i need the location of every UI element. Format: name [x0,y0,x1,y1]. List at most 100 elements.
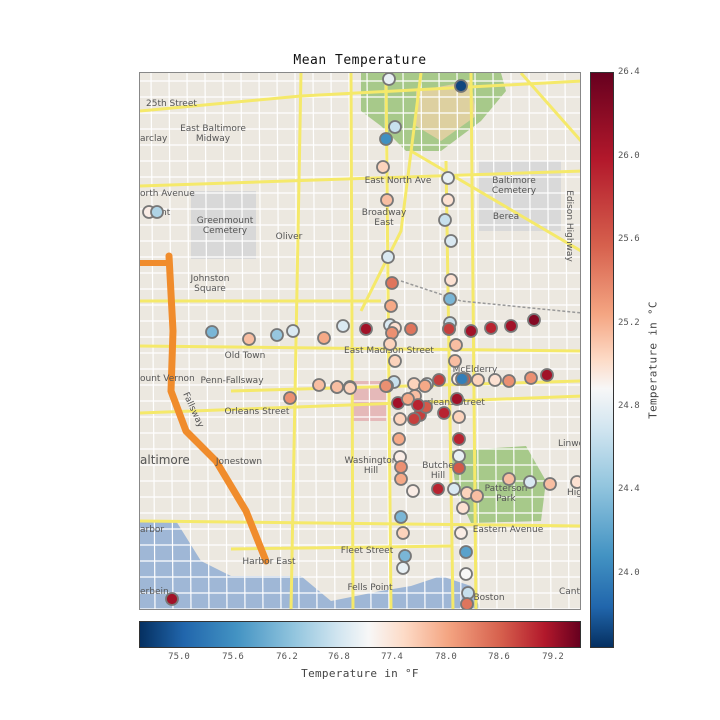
minor-street [474,73,480,609]
minor-street [546,73,552,609]
temperature-station-marker [359,322,373,336]
temperature-station-marker [444,273,458,287]
temperature-station-marker [418,379,432,393]
map-place-label: Penn-Fallsway [200,376,264,386]
temperature-station-marker [379,379,393,393]
fahrenheit-tick-label: 76.8 [328,652,350,662]
fahrenheit-tick-label: 75.0 [168,652,190,662]
minor-street [492,73,498,609]
celsius-colorbar [590,72,614,648]
map-place-label: Berea [493,212,519,222]
temperature-station-marker [407,412,421,426]
temperature-station-marker [449,338,463,352]
temperature-station-marker [392,432,406,446]
celsius-tick-label: 24.8 [618,401,640,411]
celsius-colorbar-label: Temperature in °C [646,301,660,419]
temperature-station-marker [393,412,407,426]
fahrenheit-tick-label: 78.0 [435,652,457,662]
temperature-station-marker [406,484,420,498]
map-place-label: Fleet Street [341,546,394,556]
map-place-label: arbor [140,525,164,535]
temperature-station-marker [379,132,393,146]
map-place-label: Washington Hill [345,456,398,476]
baltimore-cemetery-area [479,161,561,231]
celsius-tick-label: 25.6 [618,234,640,244]
temperature-station-marker [437,406,451,420]
map-place-label: Linwo [558,439,581,449]
temperature-station-marker [438,213,452,227]
temperature-station-marker [470,489,484,503]
map-place-label: Hig [567,488,581,498]
map-place-label: arclay [140,134,168,144]
temperature-station-marker [398,549,412,563]
minor-street [438,73,444,609]
map-place-label: East North Ave [365,176,432,186]
map-place-label: erbein [140,587,169,597]
temperature-station-marker [454,79,468,93]
temperature-station-marker [381,250,395,264]
minor-street [312,73,318,609]
temperature-station-marker [454,526,468,540]
major-road [359,73,423,312]
major-road [230,544,452,551]
temperature-station-marker [394,472,408,486]
map-place-label: Johnston Square [190,274,230,294]
temperature-station-marker [488,373,502,387]
map-place-label: Broadway East [362,208,407,228]
temperature-station-marker [456,501,470,515]
map-panel[interactable]: 25th Street arclay East Baltimore Midway ort… [139,72,581,610]
temperature-station-marker [447,482,461,496]
minor-street [420,73,426,609]
major-road [349,73,355,609]
major-road [519,73,580,142]
celsius-tick-label: 24.0 [618,568,640,578]
map-svg: 25th Street arclay East Baltimore Midway ort… [140,73,581,609]
map-place-label: Boston [473,593,504,603]
map-place-label: Eastern Avenue [473,525,544,535]
temperature-station-marker [484,321,498,335]
temperature-station-marker [385,276,399,290]
temperature-station-marker [570,475,580,489]
map-place-label: altimore [140,453,190,467]
temperature-station-marker [502,472,516,486]
temperature-station-marker [330,380,344,394]
temperature-station-marker [444,234,458,248]
temperature-station-marker [523,475,537,489]
temperature-station-marker [165,592,179,606]
temperature-station-marker [396,561,410,575]
temperature-station-marker [543,477,557,491]
map-place-label: Orleans Street [225,407,290,417]
temperature-station-marker [450,392,464,406]
temperature-station-marker [317,331,331,345]
fahrenheit-tick-label: 75.6 [222,652,244,662]
map-place-label: Harbor East [242,557,296,567]
temperature-station-marker [242,332,256,346]
map-place-label: Fells Point [347,583,393,593]
temperature-station-marker [407,377,421,391]
fahrenheit-tick-label: 79.2 [542,652,564,662]
map-place-label: Greenmount Cemetery [197,216,254,236]
minor-street [510,73,516,609]
temperature-station-marker [452,461,466,475]
temperature-station-marker [452,432,466,446]
temperature-station-marker [442,322,456,336]
fahrenheit-tick-label: 77.4 [381,652,403,662]
map-place-label: 25th Street [146,99,197,109]
minor-street [564,73,570,609]
temperature-station-marker [443,292,457,306]
map-place-label: Jonestown [215,457,262,467]
temperature-station-marker [459,545,473,559]
temperature-station-marker [270,328,284,342]
fahrenheit-colorbar [139,621,581,648]
harbor-water [140,521,481,609]
celsius-tick-label: 25.2 [618,318,640,328]
temperature-station-marker [452,410,466,424]
map-place-label: Oliver [276,232,303,242]
celsius-tick-label: 26.0 [618,151,640,161]
celsius-tick-label: 24.4 [618,484,640,494]
major-road [410,149,580,253]
temperature-station-marker [471,373,485,387]
chart-title: Mean Temperature [293,53,427,68]
park-field [416,81,476,141]
temperature-station-marker [540,368,554,382]
